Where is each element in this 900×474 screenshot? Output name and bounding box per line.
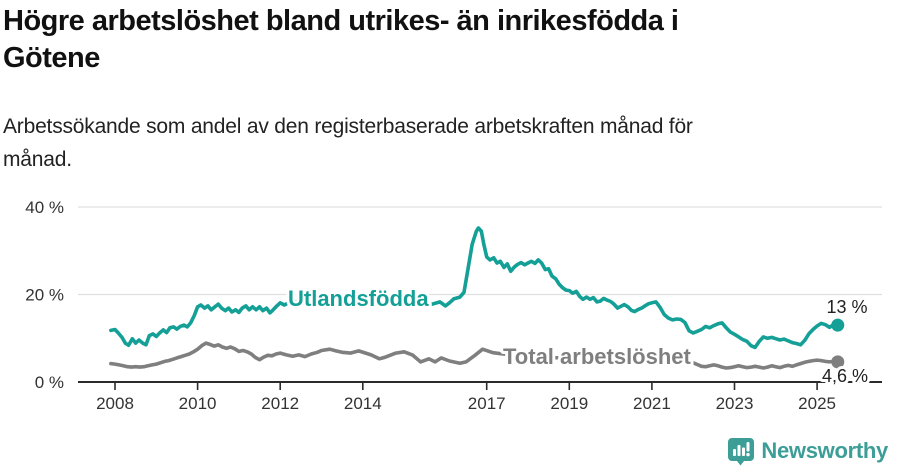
series-line-0 bbox=[109, 226, 840, 350]
y-tick-label: 40 % bbox=[25, 198, 64, 217]
x-tick-label: 2021 bbox=[633, 394, 671, 413]
newsworthy-logo-icon bbox=[728, 438, 755, 466]
line-chart: 0 % 20 % 40 % 2008 2010 2012 2014 2017 2019 2021… bbox=[25, 198, 882, 413]
gridlines bbox=[78, 206, 882, 383]
y-tick-label: 20 % bbox=[25, 286, 64, 305]
x-tick-label: 2012 bbox=[261, 394, 299, 413]
logo-bar-3 bbox=[742, 447, 746, 456]
series-end-value-labels: 13 % 4,6 % bbox=[819, 297, 871, 389]
series-end-dot-0 bbox=[831, 318, 845, 332]
series-end-value-1: 4,6 % bbox=[822, 366, 868, 386]
logo-exclaim-dot bbox=[746, 452, 751, 457]
logo-bar-2 bbox=[737, 445, 741, 456]
series-inline-labels: Utlandsfödda Total arbetslöshet bbox=[285, 283, 695, 372]
series-label-1: Total arbetslöshet bbox=[503, 344, 692, 369]
logo-bar-1 bbox=[733, 449, 737, 456]
series-lines bbox=[109, 226, 840, 370]
x-tick-label: 2008 bbox=[96, 394, 134, 413]
series-line-1 bbox=[109, 341, 840, 370]
logo-bubble bbox=[728, 438, 755, 466]
page-subtitle: Arbetssökande som andel av den registerb… bbox=[3, 115, 693, 171]
logo-exclaim-bar bbox=[746, 442, 750, 452]
series-end-dots bbox=[831, 318, 845, 369]
newsworthy-branding: Newsworthy bbox=[727, 436, 888, 466]
page-title: Högre arbetslöshet bland utrikes- än inr… bbox=[3, 5, 679, 75]
brand-name: Newsworthy bbox=[761, 438, 888, 463]
x-tick-label: 2014 bbox=[344, 394, 382, 413]
x-tick-label: 2019 bbox=[550, 394, 588, 413]
x-tick-label: 2023 bbox=[716, 394, 754, 413]
series-end-value-0: 13 % bbox=[826, 297, 867, 317]
y-axis-labels: 0 % 20 % 40 % bbox=[25, 198, 64, 392]
series-end-dot-1 bbox=[831, 355, 845, 369]
y-tick-label: 0 % bbox=[35, 373, 64, 392]
x-axis: 2008 2010 2012 2014 2017 2019 2021 2023 2025 bbox=[96, 382, 836, 413]
x-tick-label: 2010 bbox=[179, 394, 217, 413]
x-tick-label: 2025 bbox=[798, 394, 836, 413]
series-label-0: Utlandsfödda bbox=[288, 286, 429, 311]
x-tick-label: 2017 bbox=[468, 394, 506, 413]
